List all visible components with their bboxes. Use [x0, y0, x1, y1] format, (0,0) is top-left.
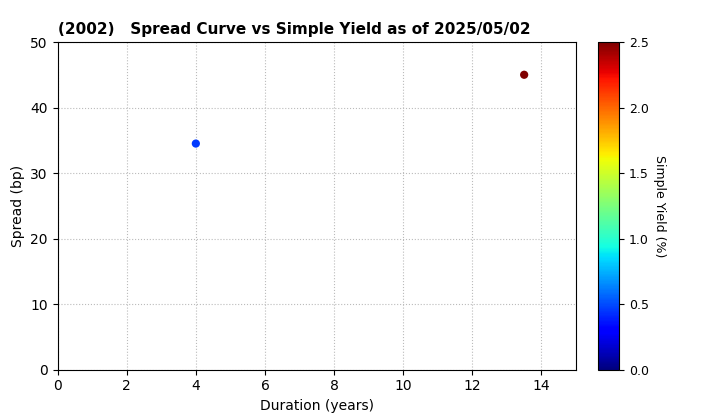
Text: (2002)   Spread Curve vs Simple Yield as of 2025/05/02: (2002) Spread Curve vs Simple Yield as o…: [58, 22, 530, 37]
Y-axis label: Simple Yield (%): Simple Yield (%): [652, 155, 665, 257]
Point: [518, 71, 530, 78]
X-axis label: Duration (years): Duration (years): [260, 399, 374, 413]
Y-axis label: Spread (bp): Spread (bp): [11, 165, 24, 247]
Point: [190, 140, 202, 147]
